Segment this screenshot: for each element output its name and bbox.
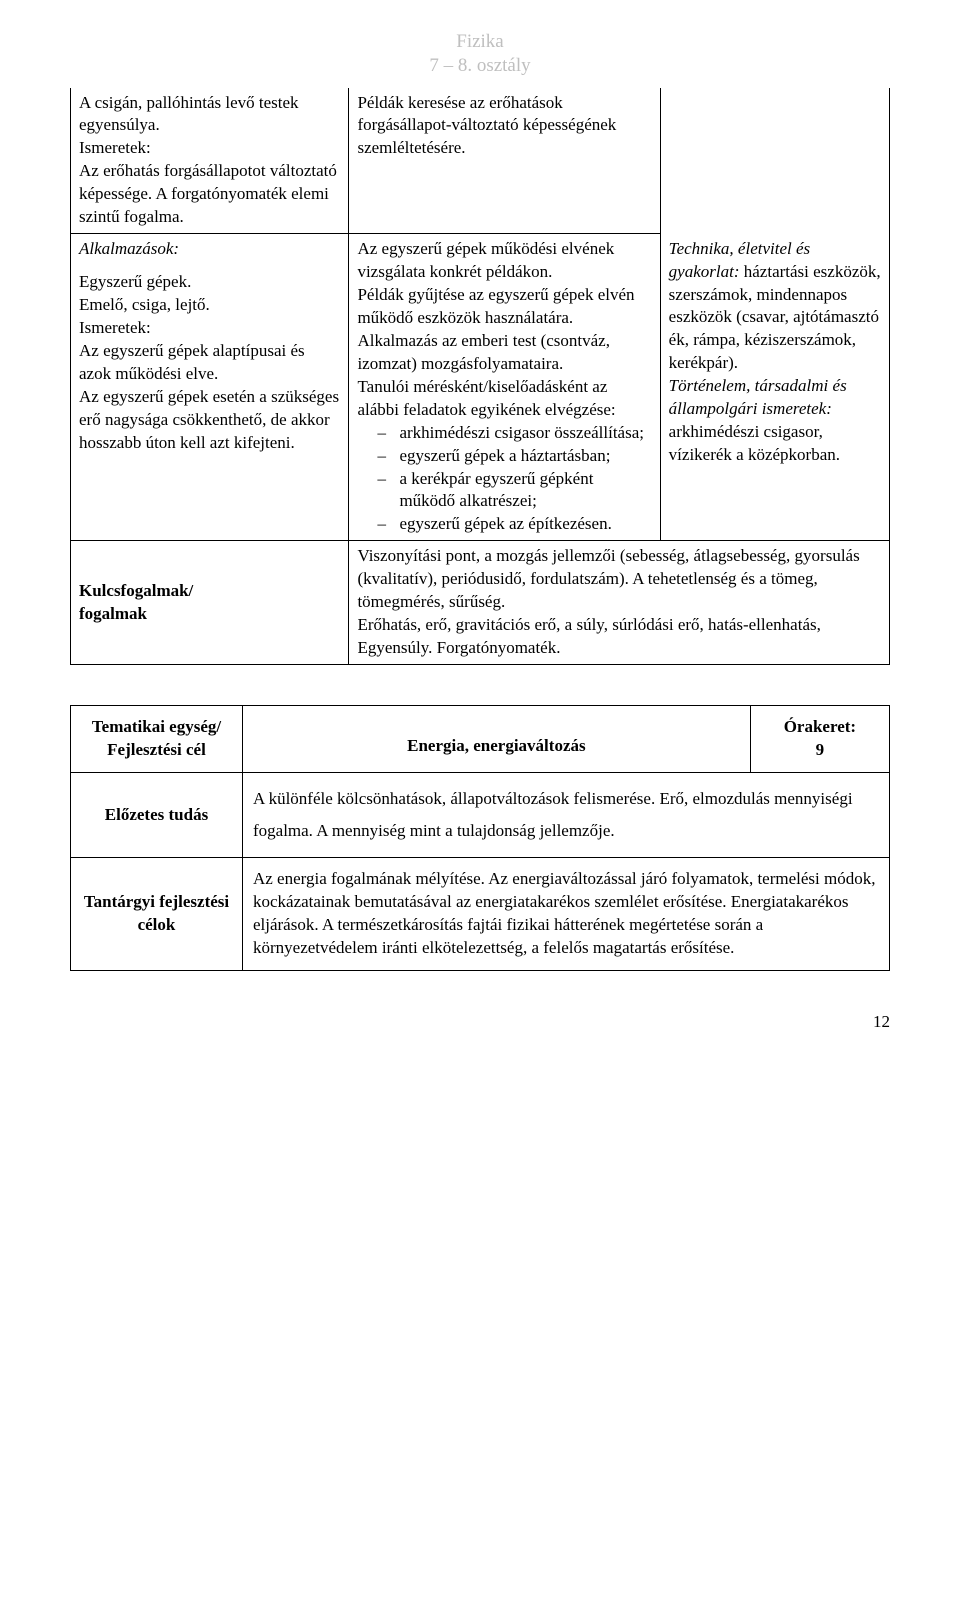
text: Erőhatás, erő, gravitációs erő, a súly, … (357, 614, 881, 660)
t2-r1-c2: Energia, energiaváltozás (242, 706, 750, 773)
t1-r3-body: Viszonyítási pont, a mozgás jellemzői (s… (349, 541, 890, 665)
t1-r1-c2: Példák keresése az erőhatások forgásálla… (349, 88, 660, 234)
t1-r2-c1: Alkalmazások: Egyszerű gépek. Emelő, csi… (71, 234, 349, 541)
t2-r1-c3: Órakeret: 9 (750, 706, 889, 773)
text: Példák gyűjtése az egyszerű gépek elvén … (357, 284, 651, 330)
list-item: egyszerű gépek az építkezésen. (377, 513, 651, 536)
text: arkhimédészi csigasor, vízikerék a közép… (669, 422, 840, 464)
text: Az erőhatás forgásállapotot változtató k… (79, 160, 340, 229)
text: Az egyszerű gépek esetén a szükséges erő… (79, 386, 340, 455)
text: Történelem, társadalmi és állampolgári i… (669, 375, 881, 467)
text: Technika, életvitel és gyakorlat: háztar… (669, 238, 881, 376)
t1-r2-c2: Az egyszerű gépek működési elvének vizsg… (349, 234, 660, 541)
task-list: arkhimédészi csigasor összeállítása; egy… (377, 422, 651, 537)
page-header: Fizika 7 – 8. osztály (70, 30, 890, 78)
text: A csigán, pallóhintás levő testek egyens… (79, 92, 340, 138)
header-line1: Fizika (70, 30, 890, 54)
subhead: Ismeretek: (79, 137, 340, 160)
t1-r1-c3 (660, 88, 889, 234)
text: Tanulói mérésként/kiselőadásként az aláb… (357, 376, 651, 422)
t2-r3-c1: Tantárgyi fejlesztési célok (71, 858, 243, 971)
t2-r3-c2: Az energia fogalmának mélyítése. Az ener… (242, 858, 889, 971)
t1-r2-c3: Technika, életvitel és gyakorlat: háztar… (660, 234, 889, 541)
key-concepts-label: Kulcsfogalmak/ fogalmak (79, 581, 193, 623)
header-line2: 7 – 8. osztály (70, 54, 890, 78)
page-number: 12 (70, 1011, 890, 1034)
text: Alkalmazás az emberi test (csontváz, izo… (357, 330, 651, 376)
text: Egyszerű gépek. (79, 271, 340, 294)
t2-r2-c2: A különféle kölcsönhatások, állapotválto… (242, 772, 889, 858)
t2-r1-c1: Tematikai egység/ Fejlesztési cél (71, 706, 243, 773)
text: Az egyszerű gépek alaptípusai és azok mű… (79, 340, 340, 386)
hours-value: 9 (761, 739, 879, 762)
t1-r3-label: Kulcsfogalmak/ fogalmak (71, 541, 349, 665)
list-item: egyszerű gépek a háztartásban; (377, 445, 651, 468)
text: Emelő, csiga, lejtő. (79, 294, 340, 317)
label: Történelem, társadalmi és állampolgári i… (669, 376, 847, 418)
t1-r1-c1: A csigán, pallóhintás levő testek egyens… (71, 88, 349, 234)
subhead: Alkalmazások: (79, 238, 340, 261)
t2-r2-c1: Előzetes tudás (71, 772, 243, 858)
text: Az egyszerű gépek működési elvének vizsg… (357, 238, 651, 284)
content-table-1: A csigán, pallóhintás levő testek egyens… (70, 88, 890, 666)
hours-label: Órakeret: (761, 716, 879, 739)
text: Viszonyítási pont, a mozgás jellemzői (s… (357, 545, 881, 614)
subhead: Ismeretek: (79, 317, 340, 340)
list-item: arkhimédészi csigasor összeállítása; (377, 422, 651, 445)
list-item: a kerékpár egyszerű gépként működő alkat… (377, 468, 651, 514)
content-table-2: Tematikai egység/ Fejlesztési cél Energi… (70, 705, 890, 971)
text: Példák keresése az erőhatások forgásálla… (357, 92, 651, 161)
